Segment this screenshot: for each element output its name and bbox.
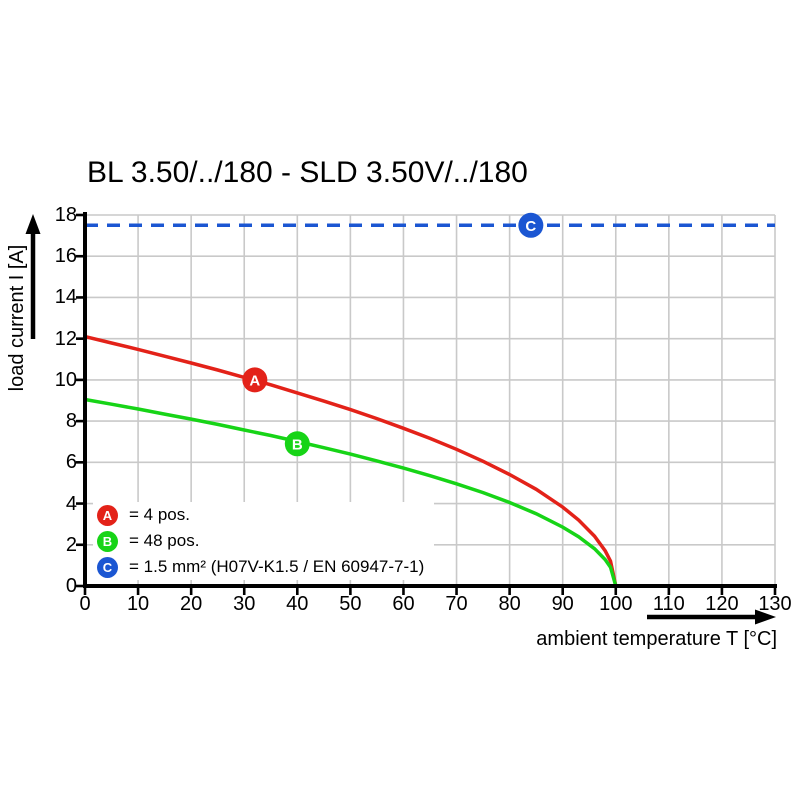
x-tick-label: 60 [392, 593, 415, 615]
y-tick-label: 4 [65, 492, 77, 515]
svg-text:B: B [292, 436, 303, 453]
x-tick-label: 80 [498, 593, 521, 615]
curve-marker-a: A [242, 367, 268, 393]
y-axis-title: load current I [A] [6, 244, 28, 392]
legend-item-a: A = 4 pos. [93, 502, 435, 528]
x-tick-label: 10 [126, 593, 150, 615]
legend-marker-a-icon: A [97, 504, 118, 526]
chart-title: BL 3.50/../180 - SLD 3.50V/../180 [87, 156, 528, 189]
legend-marker-c-icon: C [97, 556, 118, 578]
curve-marker-b: B [284, 431, 310, 457]
y-tick-label: 8 [65, 410, 77, 433]
y-tick-label: 18 [54, 204, 77, 226]
y-tick-label: 0 [65, 575, 77, 597]
legend-label-b: = 48 pos. [129, 531, 200, 550]
legend-item-c: C = 1.5 mm² (H07V-K1.5 / EN 60947-7-1) [93, 554, 435, 580]
y-axis-arrowhead-icon [25, 214, 41, 234]
x-tick-label: 30 [233, 593, 256, 615]
x-tick-label: 90 [551, 593, 574, 615]
curve-b [84, 397, 618, 587]
legend-label-c: = 1.5 mm² (H07V-K1.5 / EN 60947-7-1) [129, 557, 425, 576]
x-tick-label: 20 [180, 593, 203, 615]
svg-text:A: A [249, 372, 260, 389]
legend-label-a: = 4 pos. [129, 505, 190, 524]
y-tick-label: 6 [65, 451, 77, 474]
y-tick-label: 12 [54, 327, 77, 350]
curve-marker-c: C [518, 212, 544, 238]
x-tick-label: 130 [758, 593, 792, 615]
legend-marker-b-icon: B [97, 530, 118, 552]
x-tick-label: 0 [79, 593, 91, 615]
x-tick-label: 70 [445, 593, 468, 615]
x-tick-label: 120 [705, 593, 739, 615]
curve-a [84, 334, 618, 587]
x-tick-label: 110 [652, 593, 685, 615]
legend-item-b: B = 48 pos. [93, 528, 435, 554]
x-tick-label: 50 [339, 593, 362, 615]
y-tick-label: 16 [54, 245, 77, 268]
y-tick-label: 10 [54, 368, 77, 391]
legend: A = 4 pos. B = 48 pos. C = 1.5 mm² (H07V… [93, 502, 435, 580]
svg-text:C: C [525, 218, 536, 235]
x-tick-label: 100 [599, 593, 633, 615]
y-tick-label: 2 [65, 533, 77, 556]
y-tick-label: 14 [54, 286, 77, 309]
x-axis-title: ambient temperature T [°C] [536, 628, 777, 650]
x-tick-label: 40 [286, 593, 309, 615]
x-axis-arrowhead-icon [755, 609, 776, 625]
